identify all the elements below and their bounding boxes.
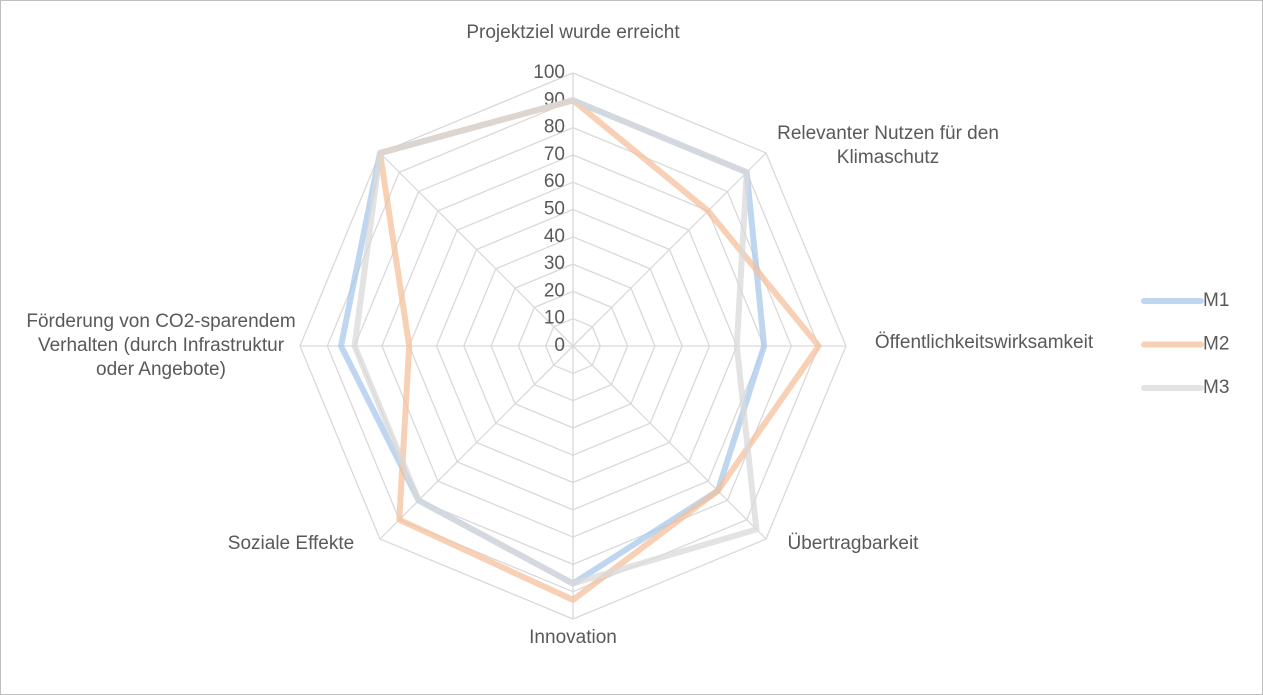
category-label: Projektziel wurde erreicht [466,22,680,43]
legend-label: M1 [1203,290,1229,311]
legend-label: M3 [1203,377,1229,398]
spoke [572,345,767,540]
spoke [572,152,767,347]
r-tick-label: 40 [544,226,565,247]
category-label: Öffentlichkeitswirksamkeit [874,332,1094,353]
spoke [379,152,574,347]
category-label: Förderung von CO2-sparendem Verhalten (d… [26,311,296,380]
category-label: Soziale Effekte [227,533,355,554]
legend-label: M2 [1203,334,1229,355]
r-tick-label: 70 [544,144,565,165]
category-label: Relevanter Nutzen für den Klimaschutz [777,123,999,168]
r-tick-label: 80 [544,117,565,138]
series-line [377,97,822,603]
r-tick-label: 60 [544,171,565,192]
r-tick-label: 0 [554,335,565,356]
r-tick-label: 50 [544,199,565,220]
category-label: Übertragbarkeit [787,533,919,554]
spoke [379,345,574,540]
r-tick-label: 100 [533,62,565,83]
r-tick-label: 30 [544,253,565,274]
r-tick-label: 10 [544,308,565,329]
series-line [351,97,760,587]
r-tick-label: 20 [544,280,565,301]
category-label: Innovation [529,627,617,648]
